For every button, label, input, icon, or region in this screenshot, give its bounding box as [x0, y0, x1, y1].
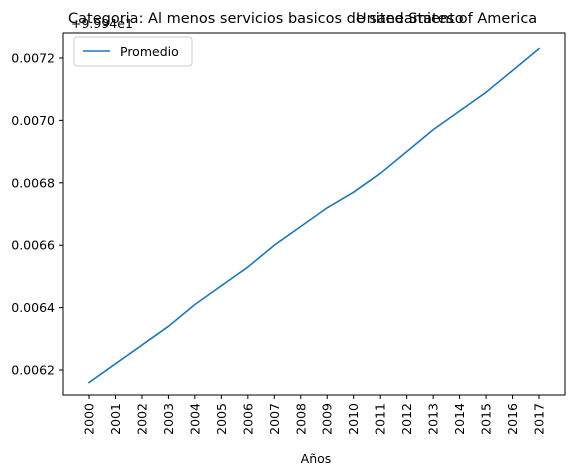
x-tick-label: 2012: [399, 403, 414, 435]
x-tick-label: 2007: [267, 403, 282, 435]
x-tick-label: 2003: [161, 403, 176, 435]
x-tick-label: 2004: [187, 403, 202, 435]
x-tick-label: 2000: [82, 403, 97, 435]
x-tick-label: 2010: [346, 403, 361, 435]
x-tick-label: 2005: [214, 403, 229, 435]
offset-text: +9.994e1: [71, 16, 133, 31]
x-tick-label: 2002: [134, 403, 149, 435]
y-tick-label: 0.0068: [11, 175, 55, 190]
x-tick-label: 2001: [108, 403, 123, 435]
x-tick-label: 2014: [452, 403, 467, 435]
x-axis: 2000 2001 2002 2003 2004 2005 2006 2007 2008 2009…: [82, 395, 547, 435]
plot-area: [62, 32, 566, 396]
chart-title: Categoria: Al menos servicios basicos de…: [68, 11, 464, 27]
legend-box: [73, 36, 193, 67]
legend: Promedio: [73, 36, 193, 67]
y-tick-label: 0.0066: [11, 238, 55, 253]
y-tick-label: 0.0064: [11, 300, 55, 315]
y-tick-label: 0.0070: [11, 113, 55, 128]
x-tick-label: 2008: [293, 403, 308, 435]
plot-frame: [62, 32, 566, 396]
y-tick-label: 0.0072: [11, 50, 55, 65]
x-axis-label: Años: [301, 451, 332, 466]
legend-label: Promedio: [120, 44, 179, 59]
x-tick-label: 2017: [532, 403, 547, 435]
x-tick-label: 2015: [479, 403, 494, 435]
y-tick-label: 0.0062: [11, 363, 55, 378]
x-tick-label: 2006: [240, 403, 255, 435]
x-tick-label: 2011: [373, 403, 388, 435]
y-axis: 0.0062 0.0064 0.0066 0.0068 0.0070 0.0072: [11, 50, 63, 378]
x-tick-label: 2009: [320, 403, 335, 435]
x-tick-label: 2016: [505, 403, 520, 435]
x-tick-label: 2013: [426, 403, 441, 435]
series-line: [87, 47, 541, 384]
chart-title-right: United States of America: [356, 11, 537, 27]
series-group: [87, 47, 541, 384]
